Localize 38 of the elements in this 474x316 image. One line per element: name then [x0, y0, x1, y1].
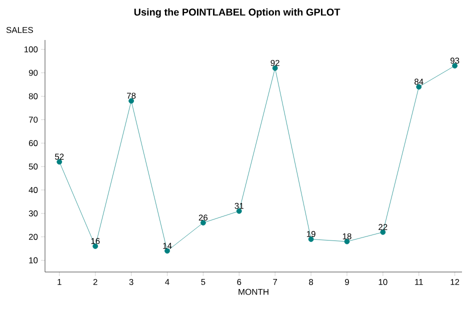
y-tick-label: 20	[28, 234, 38, 240]
y-tick-label: 80	[28, 93, 38, 100]
data-label: 22	[378, 224, 388, 230]
y-tick-label: 70	[29, 116, 38, 123]
data-label: 52	[55, 154, 64, 160]
data-label: 16	[91, 238, 100, 244]
data-label: 78	[127, 92, 136, 99]
data-label: 19	[306, 231, 316, 237]
y-tick-label: 10	[29, 257, 38, 264]
x-tick-label: 12	[450, 279, 460, 285]
x-tick-label: 10	[378, 279, 388, 286]
x-tick-label: 2	[93, 279, 98, 285]
y-tick-label: 100	[24, 46, 38, 52]
data-label: 92	[270, 60, 280, 66]
x-tick-label: 8	[309, 279, 314, 286]
x-tick-label: 1	[58, 279, 62, 285]
x-tick-label: 6	[237, 279, 242, 286]
data-label: 14	[163, 242, 172, 249]
x-tick-label: 7	[273, 279, 278, 285]
x-tick-label: 3	[129, 279, 134, 286]
data-label: 31	[234, 202, 244, 209]
y-tick-label: 30	[28, 210, 38, 216]
y-axis-title: SALES	[6, 27, 33, 33]
chart-title: Using the POINTLABEL Option with GPLOT	[134, 8, 340, 18]
x-tick-label: 4	[165, 279, 170, 285]
data-label: 84	[414, 78, 424, 85]
x-tick-label: 9	[345, 279, 349, 286]
data-label: 18	[342, 233, 352, 240]
y-tick-label: 90	[28, 70, 38, 76]
x-tick-label: 11	[415, 279, 423, 285]
y-tick-label: 50	[28, 164, 38, 170]
data-label: 93	[450, 58, 460, 64]
point	[92, 244, 98, 249]
x-axis-title: MONTH	[238, 288, 268, 295]
y-tick-label: 40	[28, 186, 38, 193]
x-tick-label: 5	[201, 279, 206, 285]
y-tick-label: 60	[29, 140, 38, 146]
data-label: 26	[198, 214, 208, 221]
